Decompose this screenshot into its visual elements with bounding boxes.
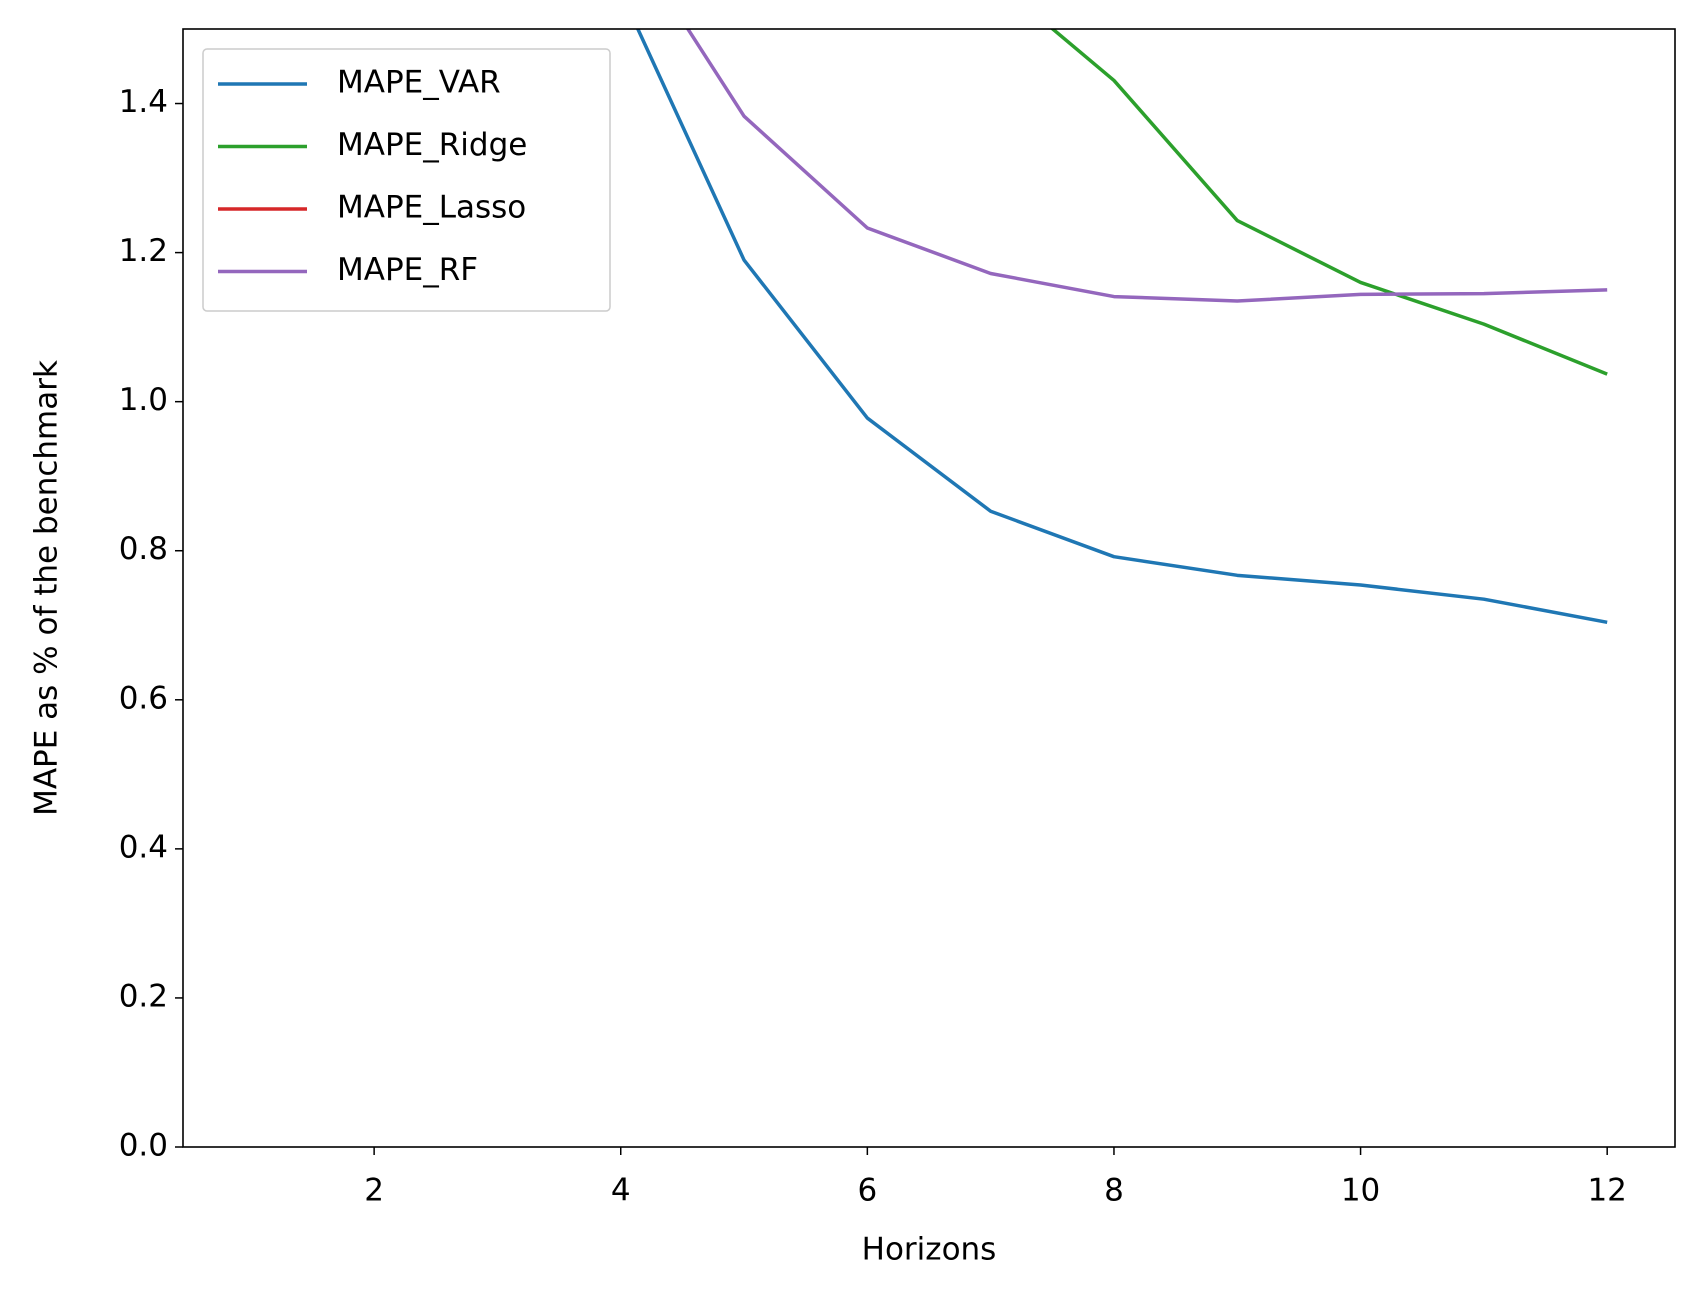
y-tick-label: 1.2 — [119, 233, 168, 269]
plot-area — [635, 29, 1608, 625]
legend-label: MAPE_Lasso — [337, 190, 526, 226]
x-tick-label: 10 — [1341, 1173, 1380, 1209]
plot-frame — [182, 28, 1676, 1148]
y-tick-label: 1.0 — [119, 382, 168, 418]
legend-label: MAPE_Ridge — [337, 127, 527, 163]
legend-label: MAPE_VAR — [337, 65, 501, 101]
y-tick-label: 1.4 — [119, 84, 168, 120]
series-line — [1050, 29, 1608, 376]
legend-box — [202, 48, 611, 312]
y-tick-label: 0.4 — [119, 829, 168, 865]
y-tick-label: 0.2 — [119, 978, 168, 1014]
y-tick-label: 0.6 — [119, 680, 168, 716]
x-tick-label: 12 — [1587, 1173, 1626, 1209]
x-axis-label: Horizons — [862, 1232, 997, 1268]
x-tick-label: 2 — [364, 1173, 384, 1209]
legend: MAPE_VAR MAPE_Ridge MAPE_Lasso MAPE_RF — [202, 48, 611, 312]
y-tick-label: 0.0 — [119, 1128, 168, 1164]
x-tick-label: 6 — [857, 1173, 877, 1209]
y-tick-label: 0.8 — [119, 531, 168, 567]
x-tick-label: 8 — [1104, 1173, 1124, 1209]
y-axis-label: MAPE as % of the benchmark — [29, 360, 65, 816]
series-line — [685, 29, 1608, 303]
legend-label: MAPE_RF — [337, 252, 478, 288]
x-tick-label: 4 — [611, 1173, 631, 1209]
series-line — [635, 29, 1608, 625]
